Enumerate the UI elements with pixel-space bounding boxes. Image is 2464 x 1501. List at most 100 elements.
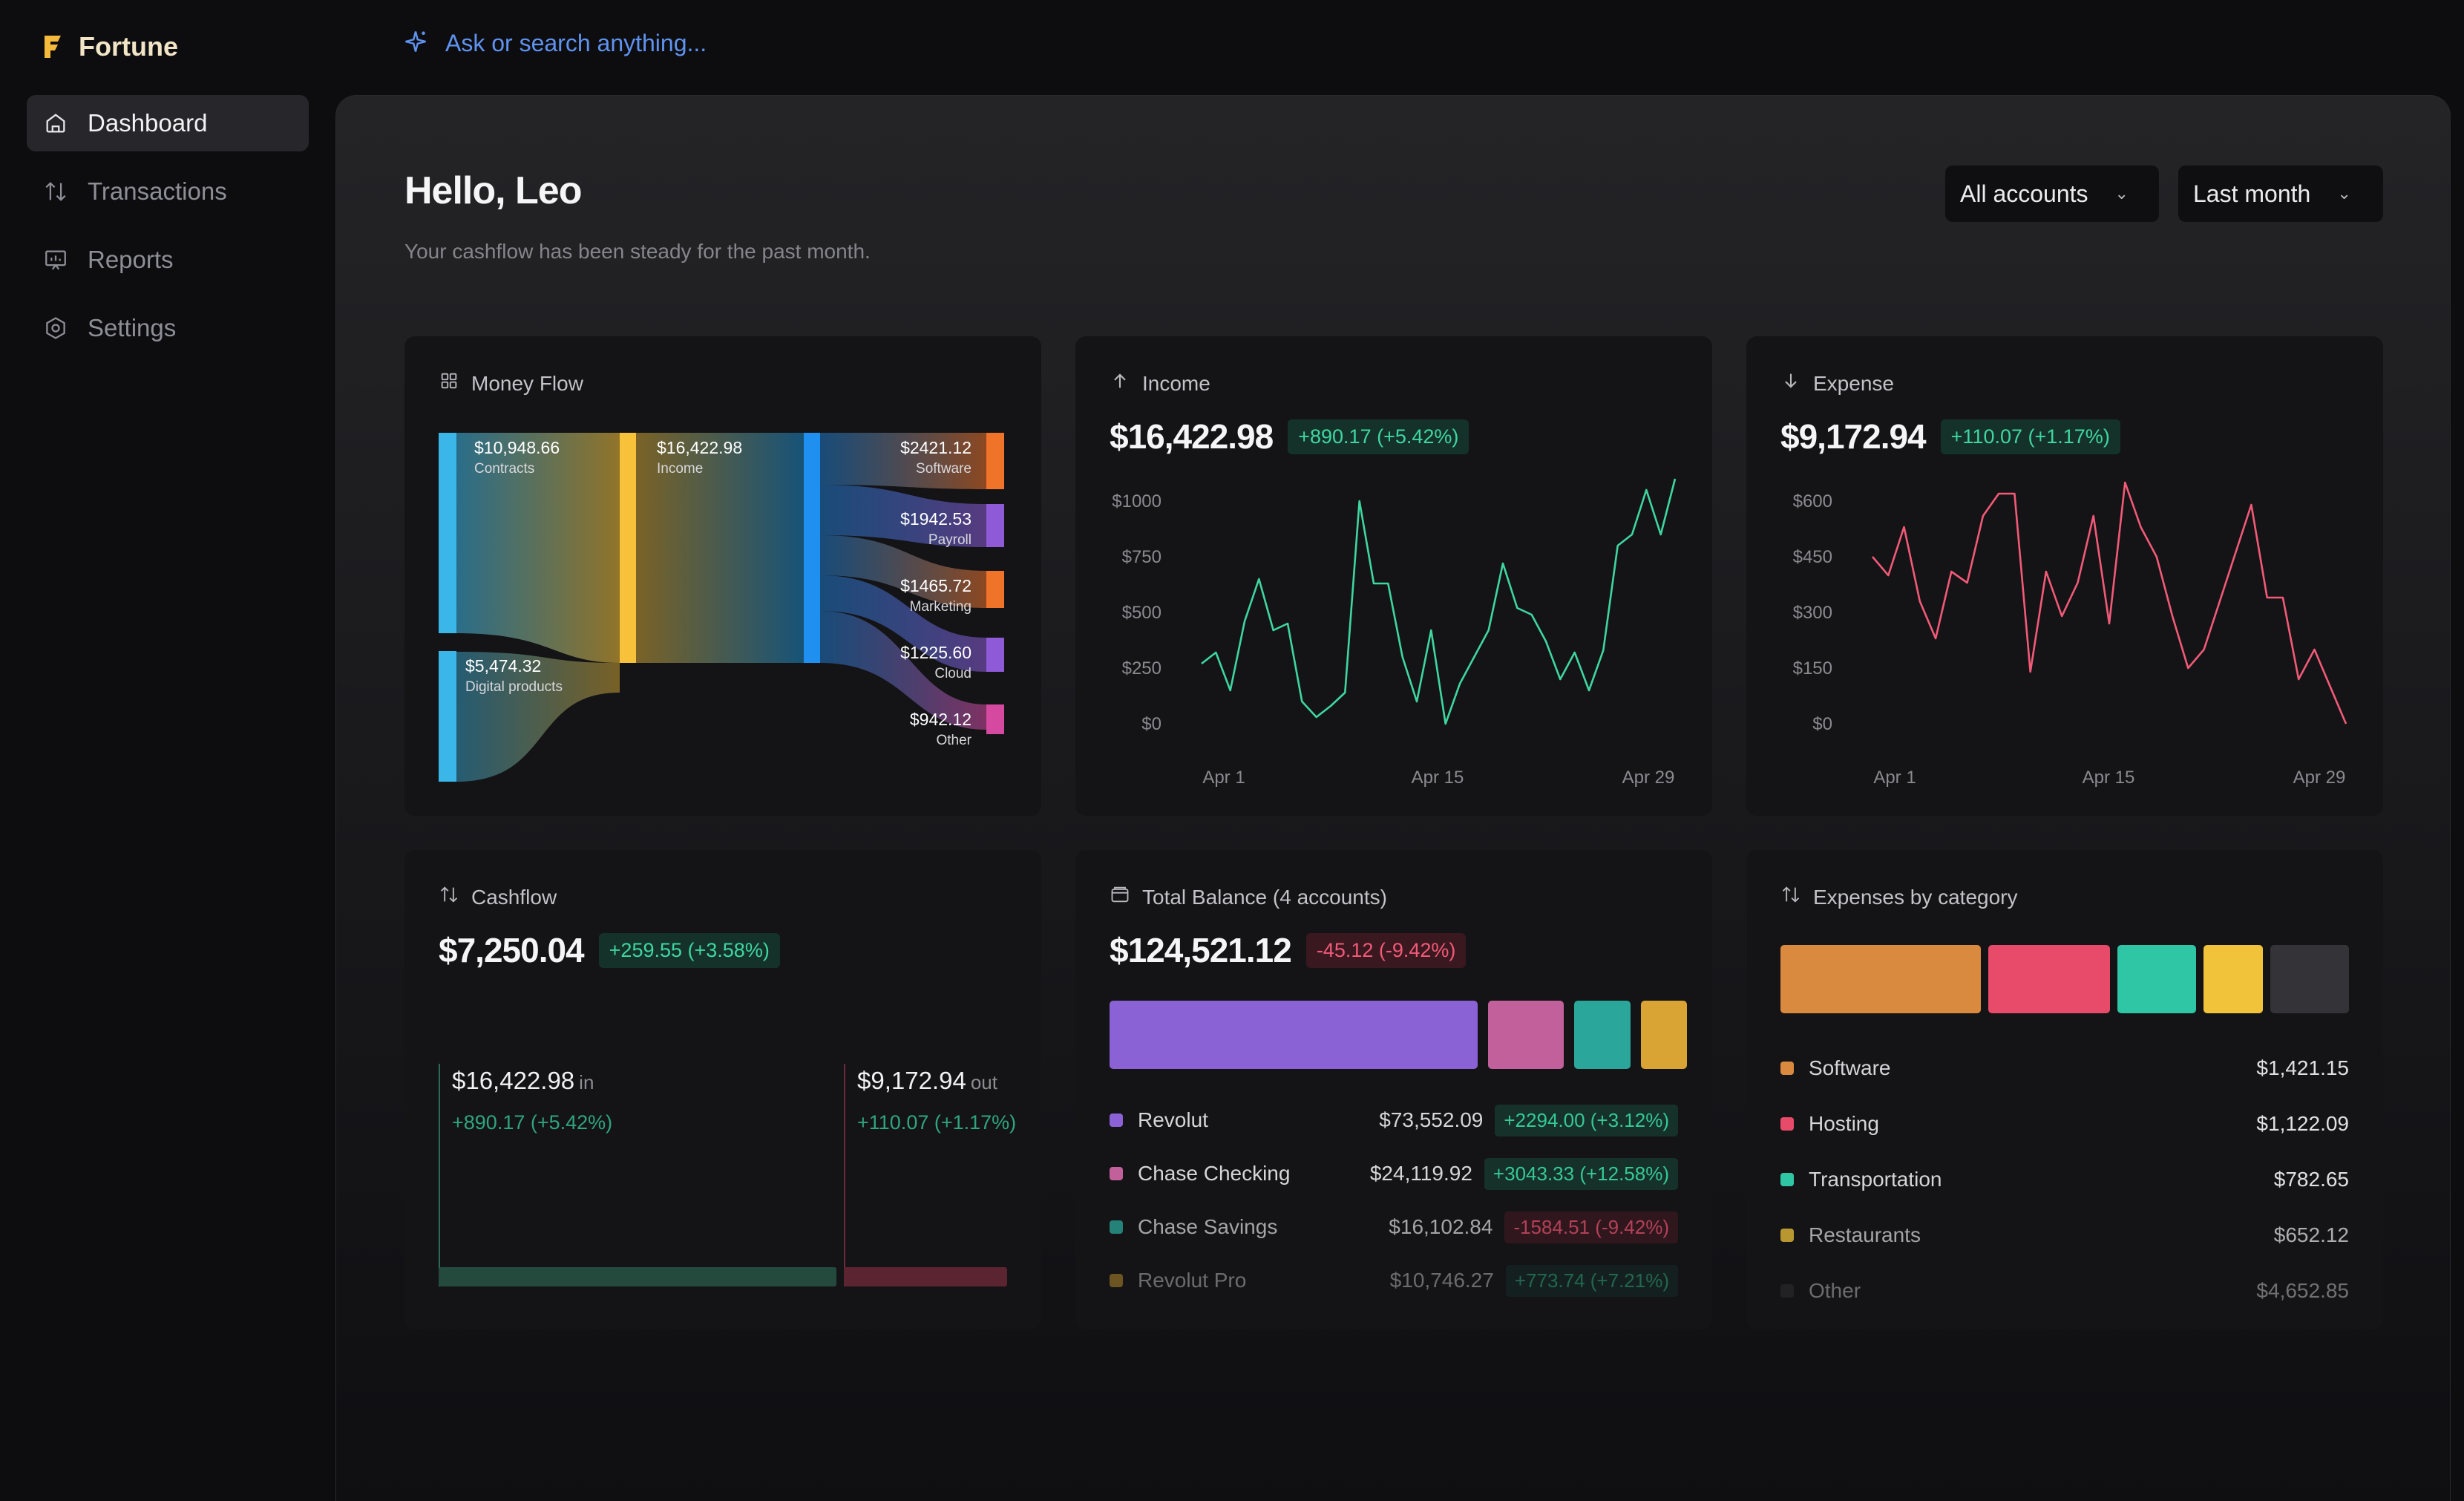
x-tick-label: Apr 29	[2293, 768, 2346, 788]
y-tick-label: $0	[1141, 714, 1161, 734]
search-input[interactable]: Ask or search anything...	[445, 30, 707, 56]
search-bar[interactable]: Ask or search anything...	[402, 28, 707, 59]
sidebar-item-transactions[interactable]: Transactions	[27, 163, 309, 220]
legend-dot	[1780, 1229, 1794, 1242]
income-summary: $16,422.98 +890.17 (+5.42%)	[1110, 416, 1469, 457]
target-amount: $942.12	[910, 710, 971, 729]
category-bar-restaurants[interactable]	[2203, 945, 2263, 1013]
balance-card[interactable]: Total Balance (4 accounts) $124,521.12 -…	[1075, 850, 1712, 1330]
account-name: Revolut Pro	[1138, 1269, 1247, 1292]
sankey-chart: $10,948.66 Contracts $5,474.32 Digital p…	[439, 433, 1004, 782]
source-amount: $10,948.66	[474, 438, 560, 457]
category-bar-transportation[interactable]	[2117, 945, 2196, 1013]
account-delta: +2294.00 (+3.12%)	[1495, 1104, 1678, 1137]
node-contracts	[439, 433, 456, 633]
balance-bar-chase-savings[interactable]	[1574, 1001, 1631, 1069]
node-income	[620, 433, 636, 663]
cashflow-in-bar	[439, 1267, 836, 1286]
cashflow-out: $9,172.94 out +110.07 (+1.17%)	[857, 1067, 1016, 1134]
cashflow-in-line	[439, 1064, 440, 1286]
cashflow-out-bar	[844, 1267, 1007, 1286]
account-name: Chase Savings	[1138, 1215, 1278, 1238]
money-flow-card[interactable]: Money Flow	[404, 336, 1041, 816]
expense-header: Expense	[1780, 370, 1894, 396]
expense-value: $9,172.94	[1780, 417, 1927, 456]
sidebar-item-label: Reports	[88, 246, 174, 273]
account-row[interactable]: Revolut $73,552.09 +2294.00 (+3.12%)	[1110, 1102, 1678, 1138]
account-row[interactable]: Chase Checking $24,119.92 +3043.33 (+12.…	[1110, 1156, 1678, 1191]
card-title: Cashflow	[471, 885, 557, 909]
expenses-category-card[interactable]: Expenses by category Software $1,421.15 …	[1746, 850, 2383, 1330]
legend-dot	[1110, 1167, 1123, 1180]
expense-line-chart: $600 $450 $300 $150 $0 Apr 1 Apr 15 Apr 29	[1793, 481, 2347, 788]
sidebar-item-label: Settings	[88, 314, 177, 341]
chart-board-icon	[43, 247, 68, 272]
target-amount: $2421.12	[900, 438, 971, 457]
category-row[interactable]: Transportation $782.65	[1780, 1162, 2349, 1197]
home-icon	[43, 111, 68, 136]
cashflow-out-unit: out	[970, 1071, 997, 1093]
node-payroll	[986, 504, 1004, 547]
node-digital-products	[439, 651, 456, 782]
cashflow-in-value: $16,422.98	[452, 1067, 575, 1094]
sidebar-nav: Dashboard Transactions Reports Settings	[27, 95, 309, 368]
cashflow-card[interactable]: Cashflow $7,250.04 +259.55 (+3.58%) $16,…	[404, 850, 1041, 1330]
account-row[interactable]: Chase Savings $16,102.84 -1584.51 (-9.42…	[1110, 1209, 1678, 1245]
wallet-icon	[1110, 884, 1130, 910]
sidebar-item-reports[interactable]: Reports	[27, 232, 309, 288]
period-filter-dropdown[interactable]: Last month ⌄	[2178, 166, 2383, 222]
legend-dot	[1780, 1062, 1794, 1075]
cashflow-header: Cashflow	[439, 884, 557, 910]
category-name: Transportation	[1809, 1168, 1942, 1191]
target-label: Software	[916, 461, 971, 477]
category-row[interactable]: Hosting $1,122.09	[1780, 1106, 2349, 1142]
legend-dot	[1780, 1117, 1794, 1131]
category-name: Other	[1809, 1279, 1861, 1302]
category-bar-software[interactable]	[1780, 945, 1981, 1013]
brand-logo[interactable]: Fortune	[42, 31, 178, 62]
sidebar-item-settings[interactable]: Settings	[27, 300, 309, 356]
balance-bar-revolut[interactable]	[1110, 1001, 1478, 1069]
y-tick-label: $300	[1793, 603, 1832, 623]
category-row[interactable]: Software $1,421.15	[1780, 1050, 2349, 1086]
account-row[interactable]: Revolut Pro $10,746.27 +773.74 (+7.21%)	[1110, 1263, 1678, 1298]
cashflow-value: $7,250.04	[439, 931, 585, 969]
category-row[interactable]: Restaurants $652.12	[1780, 1217, 2349, 1253]
y-tick-label: $0	[1812, 714, 1832, 734]
account-delta: -1584.51 (-9.42%)	[1504, 1211, 1678, 1243]
expense-card[interactable]: Expense $9,172.94 +110.07 (+1.17%) $600 $…	[1746, 336, 2383, 816]
balance-bar-revolut-pro[interactable]	[1641, 1001, 1687, 1069]
account-filter-dropdown[interactable]: All accounts ⌄	[1945, 166, 2159, 222]
balance-summary: $124,521.12 -45.12 (-9.42%)	[1110, 930, 1467, 970]
series-line	[1201, 478, 1677, 725]
y-tick-label: $500	[1122, 603, 1161, 623]
card-title: Money Flow	[471, 371, 583, 395]
card-title: Total Balance (4 accounts)	[1142, 885, 1387, 909]
target-label: Marketing	[910, 599, 971, 615]
transfer-arrows-icon	[1780, 884, 1801, 910]
target-amount: $1465.72	[900, 576, 971, 595]
page-title: Hello, Leo	[404, 169, 582, 212]
category-amount: $1,122.09	[2256, 1112, 2349, 1135]
category-amount: $4,652.85	[2256, 1279, 2349, 1302]
cashflow-summary: $7,250.04 +259.55 (+3.58%)	[439, 930, 780, 970]
category-bar-other[interactable]	[2270, 945, 2349, 1013]
x-tick-label: Apr 15	[2083, 768, 2135, 788]
income-value: $16,422.98	[1110, 417, 1274, 456]
category-bar-hosting[interactable]	[1988, 945, 2110, 1013]
account-delta: +773.74 (+7.21%)	[1505, 1264, 1678, 1297]
category-row[interactable]: Other $4,652.85	[1780, 1273, 2349, 1309]
balance-bar-chase-checking[interactable]	[1488, 1001, 1564, 1069]
card-title: Income	[1142, 371, 1210, 395]
node-total	[804, 433, 820, 663]
chevron-down-icon: ⌄	[2337, 184, 2351, 203]
category-name: Restaurants	[1809, 1223, 1921, 1246]
income-card[interactable]: Income $16,422.98 +890.17 (+5.42%) $1000…	[1075, 336, 1712, 816]
period-filter-value: Last month	[2193, 180, 2311, 207]
node-cloud	[986, 638, 1004, 672]
target-amount: $1942.53	[900, 509, 971, 529]
sidebar-item-label: Dashboard	[88, 109, 208, 137]
sidebar-item-dashboard[interactable]: Dashboard	[27, 95, 309, 151]
cashflow-in: $16,422.98 in +890.17 (+5.42%)	[452, 1067, 612, 1134]
x-tick-label: Apr 29	[1622, 768, 1675, 788]
